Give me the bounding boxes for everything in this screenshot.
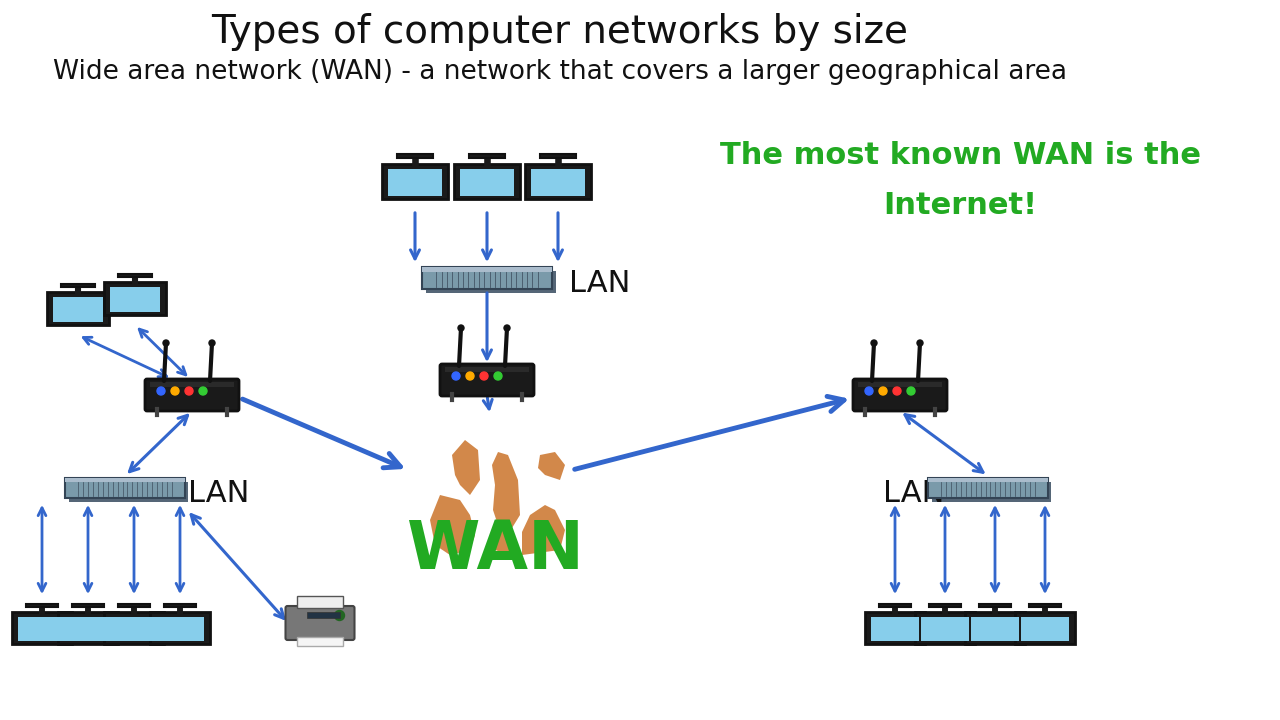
Circle shape (157, 387, 165, 395)
Bar (445, 367, 529, 372)
Circle shape (172, 387, 179, 395)
Circle shape (480, 372, 488, 380)
Text: LAN: LAN (883, 479, 945, 508)
Text: Types of computer networks by size: Types of computer networks by size (211, 13, 909, 51)
Bar (970, 617, 1019, 642)
Text: Internet!: Internet! (883, 191, 1037, 220)
FancyBboxPatch shape (440, 364, 534, 396)
Bar (870, 617, 919, 642)
Circle shape (334, 611, 344, 621)
Bar (18, 617, 67, 642)
Polygon shape (538, 452, 564, 480)
Circle shape (186, 387, 193, 395)
Circle shape (916, 340, 923, 346)
Bar (52, 297, 104, 322)
Circle shape (209, 340, 215, 346)
Bar (156, 617, 205, 642)
Bar (453, 163, 520, 199)
Bar (525, 163, 591, 199)
Circle shape (466, 372, 474, 380)
Bar (307, 612, 339, 618)
Circle shape (452, 372, 460, 380)
Bar (59, 613, 118, 644)
Bar (865, 613, 924, 644)
Bar (920, 617, 969, 642)
Circle shape (494, 372, 502, 380)
Bar (150, 382, 234, 387)
Circle shape (879, 387, 887, 395)
Bar (915, 613, 975, 644)
Bar (426, 271, 556, 293)
Polygon shape (430, 495, 475, 555)
Bar (164, 604, 196, 607)
Bar (110, 617, 159, 642)
Bar (932, 482, 1051, 502)
Polygon shape (492, 452, 520, 528)
Circle shape (865, 387, 873, 395)
FancyBboxPatch shape (285, 606, 355, 640)
Text: LAN: LAN (188, 479, 250, 508)
FancyBboxPatch shape (852, 379, 947, 411)
Bar (110, 287, 160, 312)
Bar (72, 604, 105, 607)
Bar (878, 604, 911, 607)
Bar (104, 613, 164, 644)
Bar (1020, 617, 1069, 642)
Bar (928, 478, 1048, 498)
Bar (118, 274, 152, 276)
FancyBboxPatch shape (145, 379, 239, 411)
Bar (65, 478, 184, 498)
Bar (1029, 604, 1061, 607)
Text: WAN: WAN (406, 517, 584, 583)
Bar (150, 613, 210, 644)
Bar (531, 168, 585, 196)
Bar (928, 478, 1048, 482)
Bar (928, 604, 961, 607)
Bar (388, 168, 443, 196)
Polygon shape (452, 440, 480, 495)
Bar (540, 154, 576, 158)
Bar (460, 168, 515, 196)
Bar (965, 613, 1025, 644)
Circle shape (870, 340, 877, 346)
Bar (297, 595, 343, 608)
Bar (397, 154, 434, 158)
Bar (13, 613, 72, 644)
Bar (422, 267, 552, 289)
Bar (858, 382, 942, 387)
Circle shape (163, 340, 169, 346)
Bar (468, 154, 506, 158)
Bar (64, 617, 113, 642)
Circle shape (198, 387, 207, 395)
Bar (65, 478, 184, 482)
Polygon shape (492, 528, 518, 555)
Bar (979, 604, 1011, 607)
Bar (104, 282, 166, 315)
Bar (422, 267, 552, 272)
Text: LAN: LAN (570, 269, 630, 297)
Bar (26, 604, 59, 607)
Circle shape (458, 325, 465, 331)
Text: The most known WAN is the: The most known WAN is the (719, 140, 1201, 169)
Bar (47, 292, 109, 325)
Circle shape (908, 387, 915, 395)
Text: Wide area network (WAN) - a network that covers a larger geographical area: Wide area network (WAN) - a network that… (52, 59, 1068, 85)
Bar (69, 482, 188, 502)
Bar (381, 163, 448, 199)
Polygon shape (522, 505, 564, 555)
Bar (61, 284, 95, 287)
Circle shape (504, 325, 509, 331)
Bar (297, 637, 343, 646)
Bar (1015, 613, 1075, 644)
Bar (118, 604, 150, 607)
Circle shape (893, 387, 901, 395)
